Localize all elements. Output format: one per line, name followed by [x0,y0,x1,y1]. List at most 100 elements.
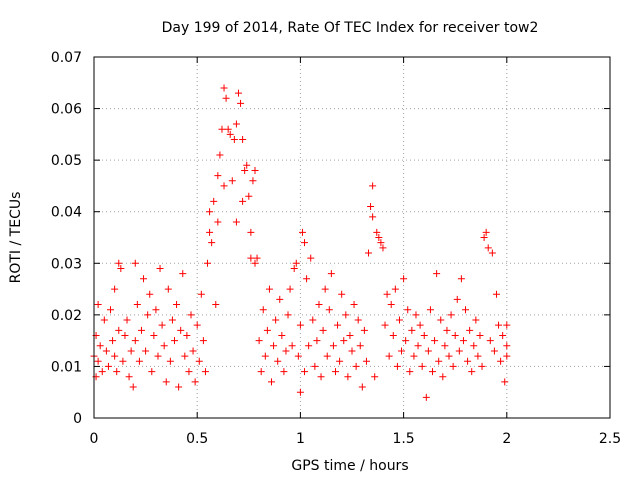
data-point [354,316,362,324]
data-point [177,326,185,334]
data-point [100,316,108,324]
data-point [431,337,439,345]
data-point [197,290,205,298]
data-point [389,331,397,339]
data-point [321,285,329,293]
data-point [111,285,119,293]
data-point [381,321,389,329]
data-point [288,342,296,350]
data-point [501,378,509,386]
data-point [150,331,158,339]
data-point [206,208,214,216]
data-point [251,166,259,174]
data-point [495,321,503,329]
data-point [276,295,284,303]
data-point [115,326,123,334]
data-point [315,301,323,309]
data-point [265,285,273,293]
data-point [503,352,511,360]
data-point [127,347,135,355]
data-point [245,192,253,200]
data-point [206,228,214,236]
data-point [234,89,242,97]
data-point [115,259,123,267]
data-point [410,352,418,360]
data-point [220,182,228,190]
data-point [228,177,236,185]
data-point [286,285,294,293]
data-point [272,316,280,324]
y-tick-label: 0.05 [51,153,82,169]
data-point [385,352,393,360]
data-point [447,311,455,319]
data-point [348,347,356,355]
data-point [466,326,474,334]
data-point [437,316,445,324]
data-point [131,337,139,345]
data-point [189,347,197,355]
x-tick-label: 0.5 [186,431,208,447]
data-point [251,259,259,267]
data-point [109,337,117,345]
data-point [259,306,267,314]
data-point [503,342,511,350]
data-point [377,239,385,247]
data-point [135,357,143,365]
data-point [241,166,249,174]
data-point [243,161,251,169]
data-point [470,342,478,350]
data-point [104,362,112,370]
data-point [373,228,381,236]
data-point [350,301,358,309]
data-point [166,357,174,365]
data-point [181,352,189,360]
data-point [224,125,232,133]
data-point [420,331,428,339]
data-point [274,357,282,365]
data-point [94,301,102,309]
data-point [140,275,148,283]
data-point [457,275,465,283]
data-point [449,362,457,370]
data-points [90,84,511,401]
data-point [102,347,110,355]
data-point [375,234,383,241]
data-point [249,177,257,185]
data-point [226,130,234,138]
data-point [117,264,125,272]
data-point [414,342,422,350]
data-point [301,368,309,376]
data-point [191,378,199,386]
data-point [329,342,337,350]
data-point [232,120,240,128]
data-point [488,249,496,257]
data-point [478,362,486,370]
data-point [129,383,137,391]
data-point [387,301,395,309]
data-point [325,306,333,314]
data-point [294,352,302,360]
data-point [499,331,507,339]
data-point [480,234,488,241]
data-point [490,347,498,355]
x-tick-label: 0 [90,431,99,447]
data-point [173,301,181,309]
y-tick-label: 0.06 [51,102,82,118]
data-point [426,306,434,314]
data-point [365,249,373,257]
data-point [123,316,131,324]
data-point [131,259,139,267]
data-point [484,244,492,252]
y-axis-title: ROTI / TECUs [8,192,24,284]
data-point [311,362,319,370]
data-point [282,347,290,355]
data-point [371,373,379,381]
data-point [319,326,327,334]
data-point [362,357,370,365]
tick-labels: 0 0.01 0.02 0.03 0.04 0.05 0.06 0.07 0 0.5 1 1.5 2 2.… [51,50,621,447]
data-point [179,270,187,278]
data-point [284,311,292,319]
data-point [119,357,127,365]
data-point [468,368,476,376]
